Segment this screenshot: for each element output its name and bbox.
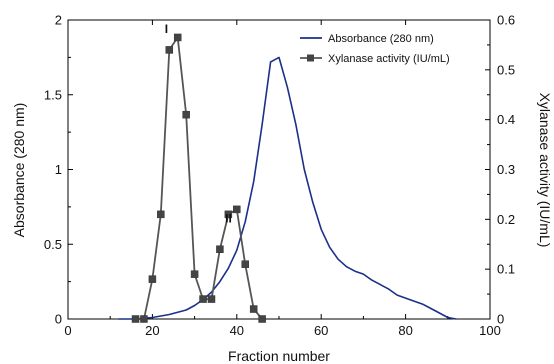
annotations: III	[165, 22, 232, 225]
axis-ticks	[67, 19, 491, 320]
activity-point	[216, 245, 224, 253]
activity-point	[241, 260, 249, 268]
y-right-tick-label: 0.4	[497, 112, 515, 127]
y-right-tick-label: 0.2	[497, 212, 515, 227]
series-activity	[131, 33, 266, 323]
x-tick-label: 60	[314, 323, 328, 338]
y-left-tick-label: 0.5	[44, 237, 62, 252]
y-right-tick-label: 0.3	[497, 162, 515, 177]
activity-point	[249, 305, 258, 313]
activity-line	[135, 36, 263, 320]
absorbance-line	[118, 56, 457, 320]
activity-point	[207, 295, 216, 303]
activity-point	[182, 110, 190, 119]
y-right-tick-label: 0.6	[497, 13, 515, 28]
peak-label-2: II	[225, 211, 232, 225]
activity-point	[140, 315, 148, 323]
activity-point	[173, 33, 182, 42]
activity-point	[131, 315, 140, 323]
y-axis-title-right: Xylanase activity (IU/mL)	[537, 93, 553, 248]
y-left-tick-label: 2	[55, 13, 62, 28]
legend-label-absorbance: Absorbance (280 nm)	[328, 33, 434, 45]
x-tick-label: 0	[64, 323, 71, 338]
activity-point	[165, 46, 174, 54]
y-right-tick-label: 0.1	[497, 262, 515, 277]
activity-point	[148, 275, 157, 283]
activity-point	[190, 270, 199, 278]
activity-point	[224, 210, 233, 219]
y-left-tick-label: 0	[55, 312, 62, 327]
y-left-tick-label: 1	[55, 162, 62, 177]
activity-point	[199, 295, 207, 303]
legend-label-activity: Xylanase activity (IU/mL)	[328, 53, 450, 65]
series-absorbance	[118, 56, 457, 320]
x-tick-label: 100	[479, 323, 501, 338]
x-axis-title: Fraction number	[228, 348, 330, 364]
y-right-tick-label: 0.5	[497, 62, 515, 77]
x-tick-label: 80	[398, 323, 412, 338]
series-layer	[118, 33, 457, 323]
activity-point	[233, 205, 241, 214]
y-right-tick-label: 0	[497, 312, 504, 327]
peak-label-1: I	[165, 22, 168, 36]
y-left-tick-label: 1.5	[44, 87, 62, 102]
activity-point	[157, 210, 165, 219]
activity-point	[258, 315, 266, 323]
legend: Absorbance (280 nm) Xylanase activity (I…	[300, 33, 450, 65]
legend-marker-activity	[307, 54, 314, 62]
x-tick-label: 40	[230, 323, 244, 338]
y-axis-title-left: Absorbance (280 nm)	[11, 103, 27, 238]
x-tick-label: 20	[145, 323, 159, 338]
